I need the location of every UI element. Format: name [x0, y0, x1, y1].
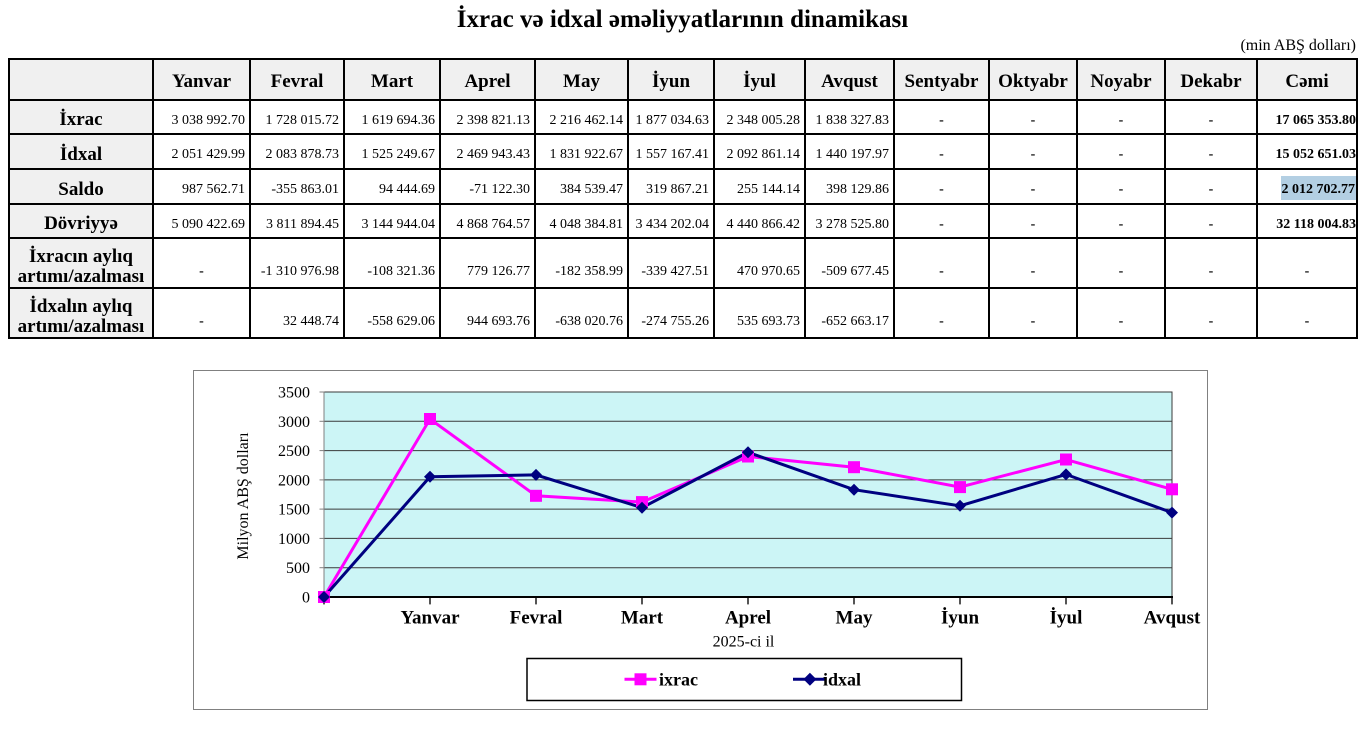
svg-text:ixrac: ixrac	[659, 670, 698, 690]
svg-text:İyul: İyul	[1050, 608, 1083, 629]
svg-text:İyun: İyun	[941, 608, 979, 629]
svg-text:Yanvar: Yanvar	[400, 608, 460, 629]
svg-text:May: May	[836, 608, 873, 629]
svg-text:Avqust: Avqust	[1144, 608, 1201, 629]
svg-text:2000: 2000	[278, 472, 310, 489]
svg-text:2025-ci il: 2025-ci il	[713, 634, 775, 651]
svg-text:1500: 1500	[278, 502, 310, 519]
svg-text:2500: 2500	[278, 443, 310, 460]
svg-text:3000: 3000	[278, 414, 310, 431]
svg-text:Mart: Mart	[621, 608, 664, 629]
svg-text:idxal: idxal	[823, 670, 861, 690]
svg-text:0: 0	[302, 590, 310, 607]
svg-text:Fevral: Fevral	[510, 608, 563, 629]
svg-text:Aprel: Aprel	[725, 608, 771, 629]
svg-text:500: 500	[286, 560, 310, 577]
svg-text:3500: 3500	[278, 385, 310, 402]
svg-text:Milyon ABŞ dolları: Milyon ABŞ dolları	[235, 432, 252, 560]
svg-text:1000: 1000	[278, 531, 310, 548]
